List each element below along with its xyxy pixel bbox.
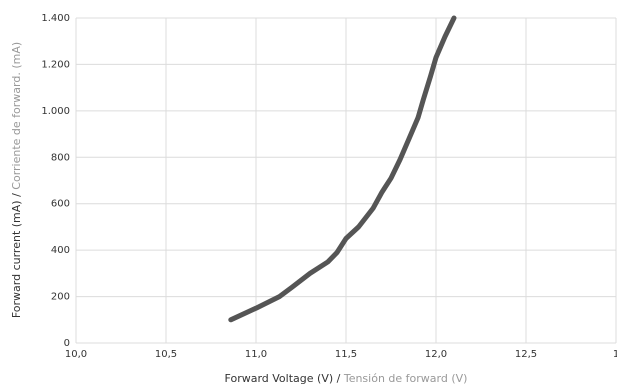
- y-tick-label: 800: [51, 152, 70, 163]
- x-tick-label: 10,5: [155, 349, 177, 360]
- y-tick-label: 0: [64, 338, 70, 349]
- y-tick-label: 1.200: [41, 59, 70, 70]
- x-tick-label: 12,5: [515, 349, 537, 360]
- x-tick-label: 11,5: [335, 349, 357, 360]
- y-tick-label: 600: [51, 199, 70, 210]
- y-axis-label-translation: Corriente de forward. (mA): [10, 42, 23, 190]
- x-tick-label: 10,0: [65, 349, 87, 360]
- x-tick-label: 11,0: [245, 349, 267, 360]
- data-line: [228, 15, 457, 323]
- x-tick-label: 12,0: [425, 349, 447, 360]
- x-axis-label-main: Forward Voltage (V) /: [225, 372, 344, 385]
- y-axis-label-main: Forward current (mA) /: [10, 190, 23, 318]
- y-tick-label: 200: [51, 292, 70, 303]
- y-tick-label: 1.400: [41, 13, 70, 24]
- x-axis-label: Forward Voltage (V) / Tensión de forward…: [225, 372, 468, 385]
- x-axis-label-translation: Tensión de forward (V): [343, 372, 468, 385]
- y-axis-label: Forward current (mA) / Corriente de forw…: [10, 42, 23, 318]
- y-tick-label: 1.000: [41, 106, 70, 117]
- x-tick-label: 1: [613, 349, 617, 360]
- y-tick-label: 400: [51, 245, 70, 256]
